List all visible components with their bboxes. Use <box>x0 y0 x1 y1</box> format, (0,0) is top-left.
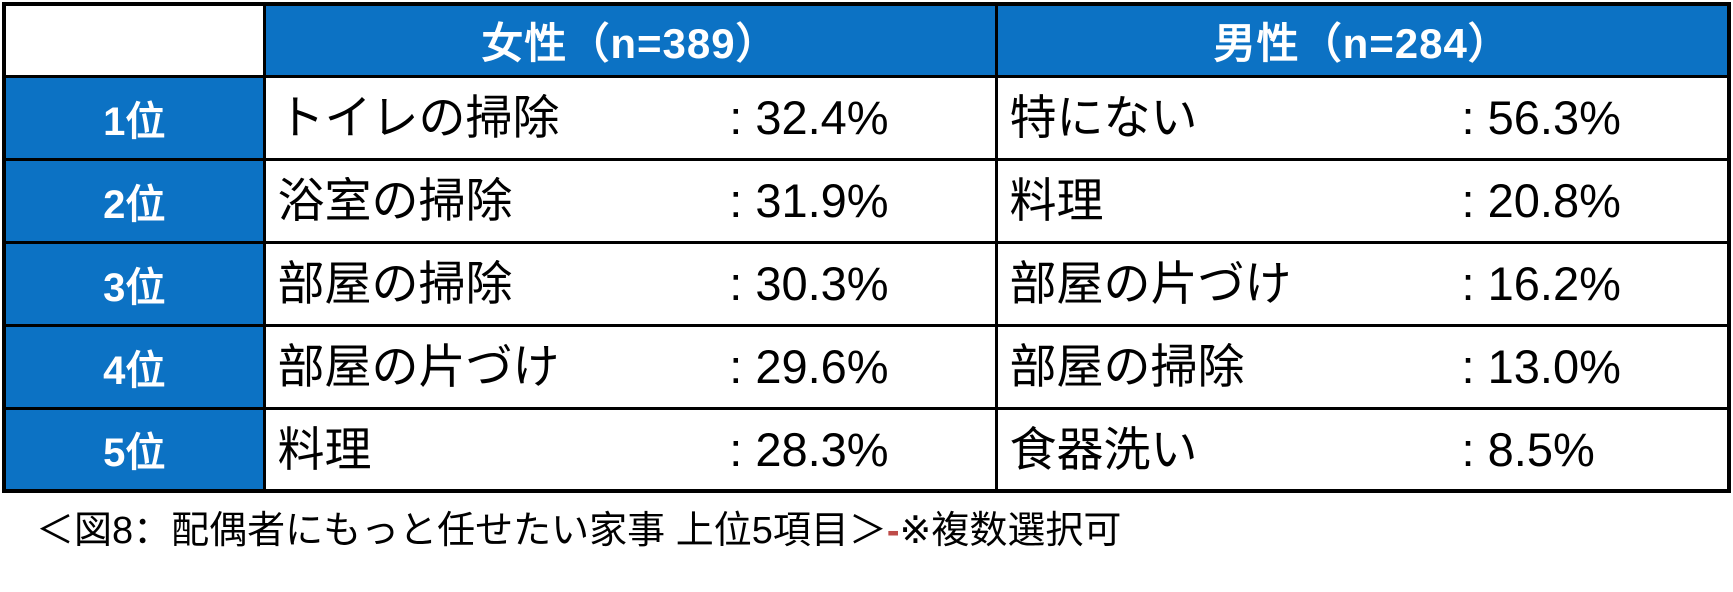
chore-name: 部屋の片づけ <box>1009 260 1292 307</box>
rank-cell-3: 3位 <box>2 240 266 327</box>
chore-name: 食器洗い <box>1009 425 1198 473</box>
male-rank4-cell: 部屋の掃除 : 13.0% <box>994 323 1731 410</box>
table-row-rank1: 1位 トイレの掃除 : 32.4% 特にない : 56.3% <box>2 74 1731 161</box>
chore-name: 部屋の掃除 <box>277 260 513 307</box>
rank-cell-2: 2位 <box>2 157 266 244</box>
rank-cell-5: 5位 <box>2 406 266 493</box>
chore-name: 部屋の片づけ <box>277 343 560 390</box>
chore-value: : 13.0% <box>1461 340 1621 393</box>
table-row-rank4: 4位 部屋の片づけ : 29.6% 部屋の掃除 : 13.0% <box>2 323 1731 410</box>
column-header-female: 女性（n=389） <box>262 2 998 78</box>
chore-ranking-table: 女性（n=389） 男性（n=284） 1位 トイレの掃除 : 32.4% 特に… <box>2 2 1731 493</box>
male-rank1-cell: 特にない : 56.3% <box>994 74 1731 161</box>
chore-value: : 32.4% <box>729 91 889 144</box>
chore-name: 部屋の掃除 <box>1009 343 1245 390</box>
chore-value: : 8.5% <box>1461 422 1595 476</box>
chore-value: : 29.6% <box>729 340 889 393</box>
header-row: 女性（n=389） 男性（n=284） <box>2 2 1731 78</box>
chore-value: : 20.8% <box>1461 174 1621 227</box>
chore-value: : 28.3% <box>729 422 889 476</box>
chore-name: 浴室の掃除 <box>277 177 513 224</box>
chore-value: : 56.3% <box>1461 91 1621 144</box>
male-rank2-cell: 料理 : 20.8% <box>994 157 1731 244</box>
table-row-rank5: 5位 料理 : 28.3% 食器洗い : 8.5% <box>2 406 1731 493</box>
chore-name: 料理 <box>1009 177 1104 224</box>
male-rank3-cell: 部屋の片づけ : 16.2% <box>994 240 1731 327</box>
table-row-rank3: 3位 部屋の掃除 : 30.3% 部屋の片づけ : 16.2% <box>2 240 1731 327</box>
rank-cell-4: 4位 <box>2 323 266 410</box>
chore-name: 特にない <box>1009 94 1198 141</box>
chore-value: : 31.9% <box>729 174 889 227</box>
female-rank1-cell: トイレの掃除 : 32.4% <box>262 74 998 161</box>
table-row-rank2: 2位 浴室の掃除 : 31.9% 料理 : 20.8% <box>2 157 1731 244</box>
female-rank3-cell: 部屋の掃除 : 30.3% <box>262 240 998 327</box>
figure-caption: ＜図8：配偶者にもっと任せたい家事 上位5項目＞-※複数選択可 <box>36 509 1733 555</box>
column-header-male: 男性（n=284） <box>994 2 1731 78</box>
caption-dash: - <box>886 510 900 552</box>
caption-title: ＜図8：配偶者にもっと任せたい家事 上位5項目＞ <box>36 510 887 552</box>
chore-name: トイレの掃除 <box>277 94 560 141</box>
rank-cell-1: 1位 <box>2 74 266 161</box>
caption-note: ※複数選択可 <box>899 510 1122 552</box>
female-rank5-cell: 料理 : 28.3% <box>262 406 998 493</box>
female-rank4-cell: 部屋の片づけ : 29.6% <box>262 323 998 410</box>
chore-value: : 30.3% <box>729 257 889 310</box>
male-rank5-cell: 食器洗い : 8.5% <box>994 406 1731 493</box>
chore-value: : 16.2% <box>1461 257 1621 310</box>
chore-name: 料理 <box>277 425 372 473</box>
female-rank2-cell: 浴室の掃除 : 31.9% <box>262 157 998 244</box>
corner-cell <box>2 2 266 78</box>
